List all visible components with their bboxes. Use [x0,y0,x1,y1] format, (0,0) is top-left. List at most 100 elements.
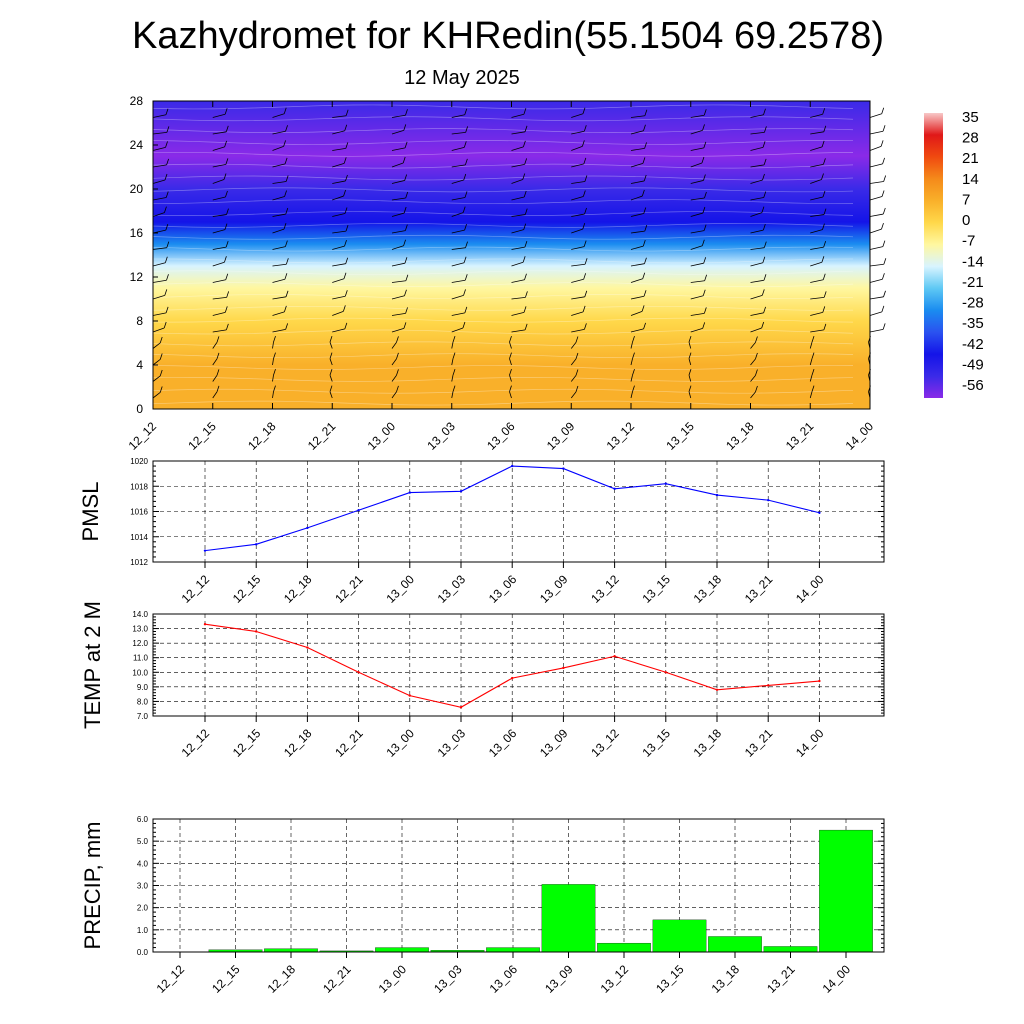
wind-barb [391,295,405,300]
pmsl-x-tick-label: 12_21 [332,572,366,606]
contour-line [152,151,854,157]
wind-barb [451,114,465,118]
pmsl-point [255,543,258,546]
wind-barb-flag [702,322,706,329]
colorbar-label: -14 [962,253,984,270]
wind-barb-flag [159,353,163,360]
wind-barb [509,342,512,349]
wind-barb-flag [643,124,646,131]
wind-barb [690,147,704,151]
wind-barb-flag [883,258,887,265]
pmsl-y-tick-label: 1012 [130,558,148,567]
wind-barb-flag [763,108,766,115]
temp-2m-point [357,671,360,674]
precip-x-tick-label: 13_12 [598,962,632,996]
wind-barb [332,213,346,217]
wind-barb-flag [644,257,647,264]
wind-barb-flag [822,273,826,280]
contour-line [152,353,854,359]
wind-barb [152,146,166,151]
wind-barb-flag [702,124,705,131]
wind-barb-flag [584,207,587,215]
wind-barb-flag [644,225,648,232]
pmsl-point [613,487,616,490]
wind-barb [690,280,705,283]
precip-x-tick-label: 13_09 [542,962,576,996]
pmsl-point [767,498,770,502]
precip-bar [819,829,873,953]
wind-barb [810,296,825,300]
wind-barb [272,196,285,201]
wind-barb [690,129,703,135]
colorbar-label: 14 [962,171,979,188]
wind-barb [272,228,285,234]
wind-barb-flag [632,336,635,343]
wind-barb-flag [396,352,399,360]
wind-barb [451,262,465,267]
wind-barb-flag [523,223,527,230]
wind-barb [511,279,525,283]
wind-barb-flag [688,369,692,376]
wind-barb-flag [823,158,826,165]
wind-barb [212,214,227,217]
wind-barb [152,247,167,250]
precip-y-tick-label: 4.0 [137,859,149,868]
wind-barb [391,114,406,118]
wind-barb [152,164,167,168]
wind-barb-flag [452,352,456,359]
wind-barb-flag [581,140,585,147]
wind-barb-flag [644,142,647,149]
wind-barb-flag [216,369,220,376]
precip-x-tick-label: 14_00 [820,962,854,996]
wind-barb [688,391,692,399]
wind-barb [571,213,585,217]
wind-barb-flag [464,158,468,166]
wind-barb [690,230,705,234]
wind-barb [451,327,464,333]
precip-bar [763,946,818,953]
wind-barb-flag [755,336,758,343]
wind-barb-flag [285,125,288,132]
wind-barb-flag [463,289,466,296]
wind-barb [152,179,166,184]
wind-barb-flag [641,189,645,197]
wind-barb-flag [463,173,467,181]
wind-barb-flag [703,307,707,314]
wind-barb [750,358,756,366]
wind-barb [272,342,274,349]
wind-barb [570,391,577,399]
temp-panel: 7.0 8.0 9.0 10.0 11.0 12.0 13.0 14.0 12_12 12_15 1… [80,601,885,760]
wind-barb [212,342,218,349]
wind-barb-flag [405,307,408,314]
wind-barb-flag [880,140,884,147]
wind-barb-flag [811,385,815,392]
wind-barb-flag [273,368,276,376]
heatmap-x-tick-label: 13_12 [604,419,638,453]
temp-2m-x-tick-label: 13_06 [486,726,520,760]
wind-barb [332,195,344,201]
wind-barb [272,213,286,217]
colorbar: 35 28 21 14 7 0 -7 -14 -21 -28 -35 -42 -49 -56 [924,109,984,398]
wind-barb-flag [285,323,289,330]
wind-barb [571,146,583,151]
wind-barb-flag [165,306,169,313]
wind-barb-flag [273,335,276,343]
wind-barb [451,164,466,168]
wind-barb-flag [522,173,526,180]
wind-barb-flag [762,223,766,231]
temp-2m-y-tick-label: 11.0 [133,654,149,663]
temp-2m-y-tick-label: 9.0 [137,683,149,692]
wind-barb [869,213,884,217]
temp-2m-y-tick-label: 10.0 [132,668,148,677]
wind-barb [690,328,703,333]
wind-barb-flag [343,157,347,164]
wind-barb [690,295,704,300]
wind-barb-flag [584,175,588,182]
wind-barb-flag [763,158,767,166]
wind-barb [212,196,226,201]
heatmap-x-tick-label: 13_18 [723,419,757,453]
precip-y-tick-label: 6.0 [137,815,149,824]
wind-barb [212,279,226,283]
heatmap-panel: 0 4 8 12 16 20 24 28 12_12 12_15 12_18 12_21 13_00 13… [126,94,887,453]
contour-line [152,329,854,335]
